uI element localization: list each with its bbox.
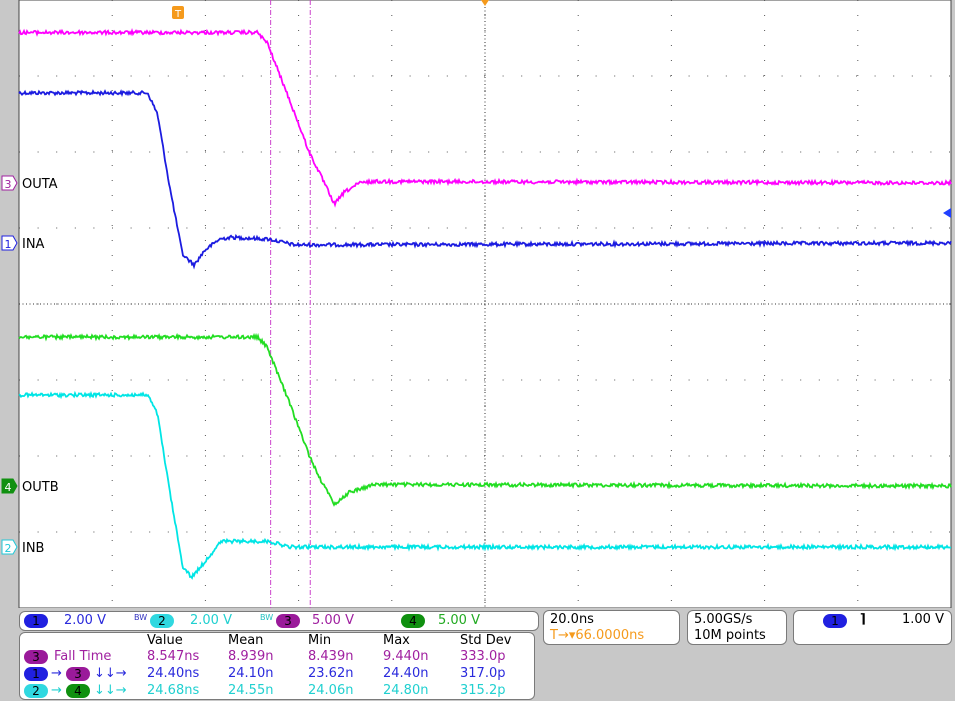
trigger-level-arrow-icon[interactable]	[943, 208, 951, 218]
channel-settings-bar: 1 2.00 V BW 2 2.00 V BW 3 5.00 V 4 5.00 …	[19, 611, 539, 631]
measurement-header: Std Dev	[460, 633, 512, 648]
trigger-level: 1.00 V	[902, 612, 944, 627]
measurement-value: 8.547ns	[147, 649, 200, 664]
ch3-marker[interactable]: 3 OUTA	[1, 175, 58, 192]
measurement-value: 333.0p	[460, 649, 506, 664]
measurement-value: 24.68ns	[147, 683, 200, 698]
timebase-panel[interactable]: 20.0ns T→▾66.0000ns	[543, 610, 680, 645]
center-marker-icon	[481, 0, 489, 6]
measurement-value: 8.439n	[308, 649, 354, 664]
measurement-table: Value Mean Min Max Std Dev 3 Fall Time 8.547ns…	[19, 632, 535, 700]
measurement-source-badge: 1	[24, 667, 48, 681]
delay-value: 66.0000ns	[575, 628, 645, 643]
measurement-source-badge: 3	[24, 650, 48, 664]
trigger-position-marker[interactable]: T	[172, 6, 184, 20]
delay-icon: T→▾	[550, 628, 576, 643]
trigger-panel[interactable]: 1 ⌉ 1.00 V	[793, 610, 952, 645]
grid-lines	[19, 0, 951, 608]
ch3-scale[interactable]: 5.00 V	[312, 613, 354, 628]
measurement-value: 9.440n	[383, 649, 429, 664]
measurement-value: 24.40ns	[147, 666, 200, 681]
ch3-badge[interactable]: 3	[276, 614, 300, 628]
svg-text:2: 2	[5, 542, 12, 555]
ch1-marker[interactable]: 1 INA	[1, 235, 45, 252]
measurement-source-badge: 2	[24, 684, 48, 698]
ch4-scale[interactable]: 5.00 V	[438, 613, 480, 628]
trace-outa	[18, 28, 952, 208]
measurement-header: Max	[383, 633, 410, 648]
sample-rate: 5.00GS/s	[694, 612, 753, 627]
measurement-value: 317.0p	[460, 666, 506, 681]
ch2-label: INB	[22, 541, 44, 556]
falling-edge-icon: ⌉	[860, 612, 866, 627]
measurement-header: Min	[308, 633, 332, 648]
ch4-badge[interactable]: 4	[401, 614, 425, 628]
horizontal-scale: 20.0ns	[550, 612, 594, 627]
arrow-icon: →	[51, 666, 62, 681]
measurement-label: ↓↓→	[94, 683, 127, 698]
measurement-label: Fall Time	[54, 649, 112, 664]
svg-text:1: 1	[5, 238, 12, 251]
record-length: 10M points	[694, 628, 766, 643]
ch1-scale[interactable]: 2.00 V	[64, 613, 106, 628]
horizontal-delay: T→▾66.0000ns	[550, 628, 644, 644]
trace-ina	[18, 89, 952, 270]
measurement-label: ↓↓→	[94, 666, 127, 681]
trigger-source-badge: 1	[823, 614, 847, 628]
measurement-value: 23.62n	[308, 666, 354, 681]
ch2-marker[interactable]: 2 INB	[1, 539, 44, 556]
ch2-bw-limit: BW	[260, 613, 274, 622]
measurement-value: 8.939n	[228, 649, 274, 664]
cursor-lines[interactable]	[270, 0, 311, 608]
ch1-bw-limit: BW	[134, 613, 148, 622]
ch4-label: OUTB	[22, 480, 59, 495]
measurement-header: Value	[147, 633, 183, 648]
arrow-icon: →	[51, 683, 62, 698]
measurement-value: 315.2p	[460, 683, 506, 698]
measurement-header: Mean	[228, 633, 264, 648]
ch1-badge[interactable]: 1	[24, 614, 48, 628]
waveform-display: T 3 OUTA 1 INA 4 OUTB 2 INB	[0, 0, 952, 608]
trace-outb	[18, 332, 952, 507]
measurement-value: 24.40n	[383, 666, 429, 681]
traces	[18, 28, 952, 580]
ch4-marker[interactable]: 4 OUTB	[1, 478, 59, 495]
ch2-scale[interactable]: 2.00 V	[190, 613, 232, 628]
measurement-value: 24.06n	[308, 683, 354, 698]
svg-text:3: 3	[5, 178, 12, 191]
acquisition-panel[interactable]: 5.00GS/s 10M points	[687, 610, 787, 645]
ch1-label: INA	[22, 237, 45, 252]
measurement-dest-badge: 3	[66, 667, 90, 681]
measurement-dest-badge: 4	[66, 684, 90, 698]
measurement-value: 24.80n	[383, 683, 429, 698]
trace-inb	[18, 390, 951, 580]
ch2-badge[interactable]: 2	[150, 614, 174, 628]
measurement-value: 24.10n	[228, 666, 274, 681]
trigger-marker-label: T	[174, 9, 182, 20]
measurement-value: 24.55n	[228, 683, 274, 698]
svg-text:4: 4	[5, 481, 12, 494]
ch3-label: OUTA	[22, 177, 58, 192]
